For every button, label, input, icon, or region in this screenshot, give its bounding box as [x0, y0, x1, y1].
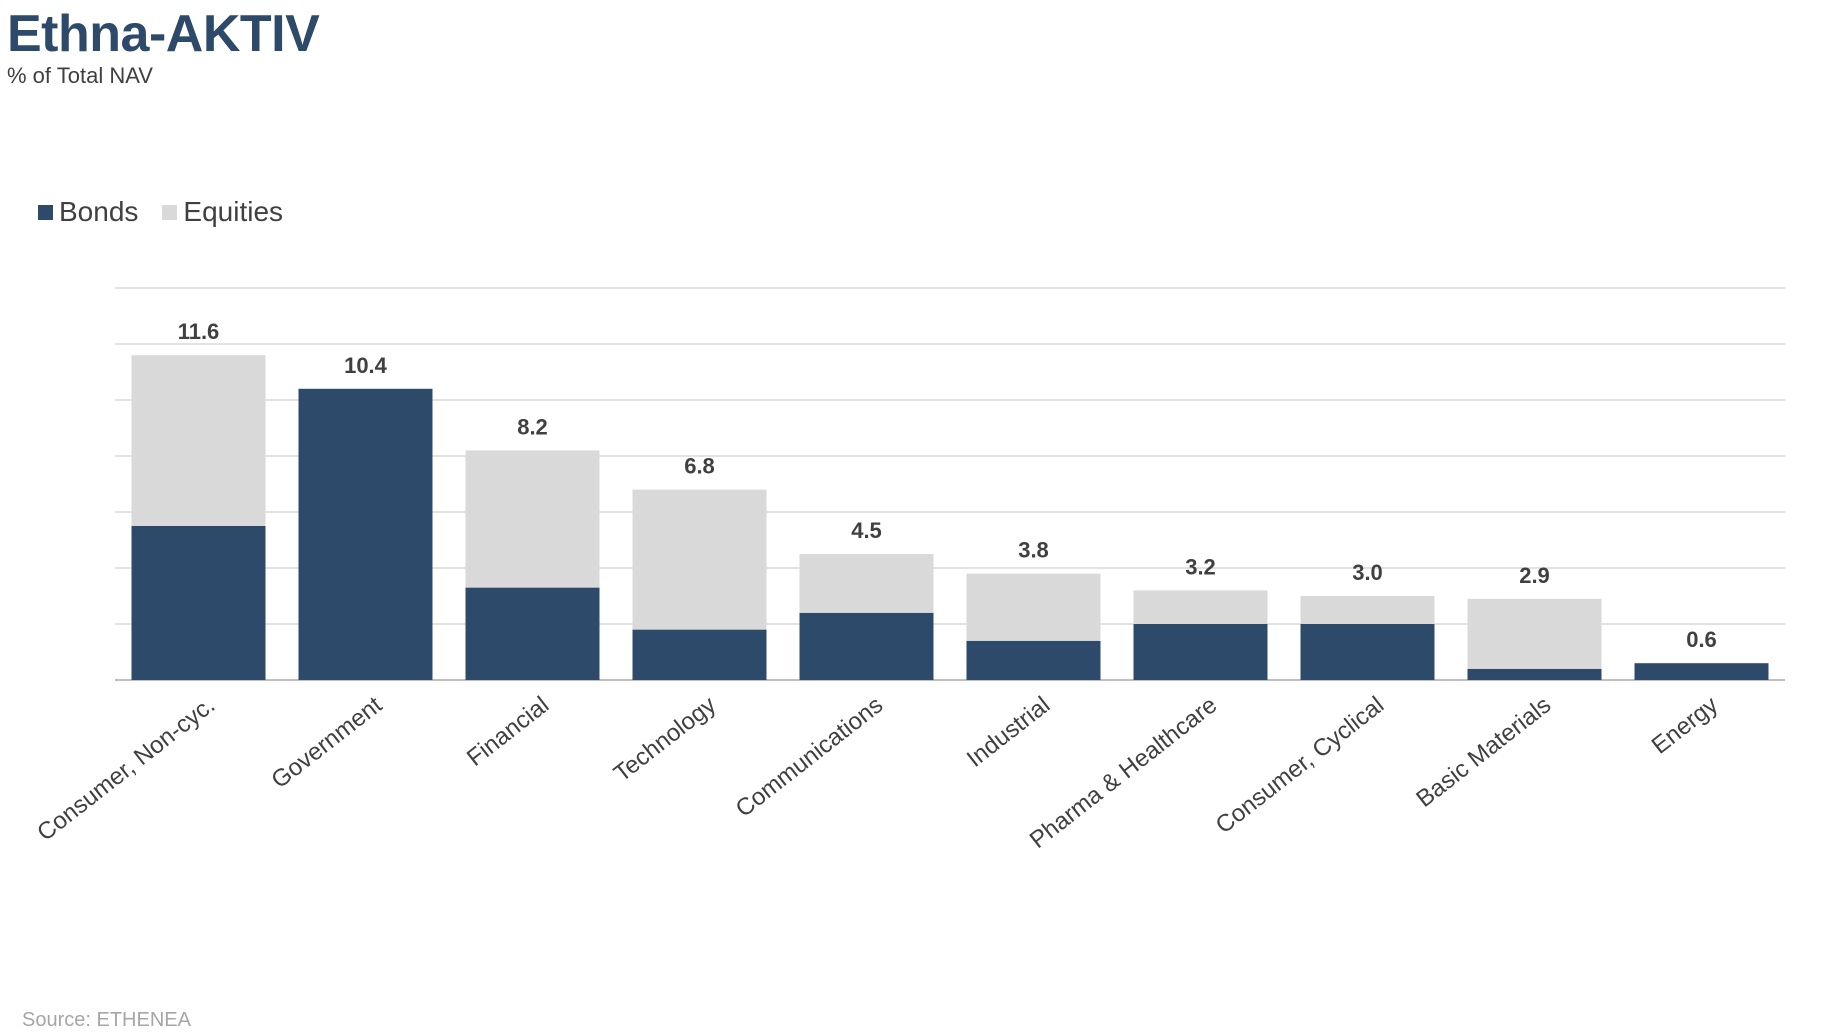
legend-swatch-equities — [162, 204, 178, 220]
data-label: 6.8 — [684, 454, 715, 479]
legend-item-equities: Equities — [162, 196, 283, 228]
bar-equities — [799, 554, 934, 613]
bar-bonds — [966, 640, 1101, 680]
page-title: Ethna-AKTIV — [7, 5, 320, 63]
bar-equities — [632, 489, 767, 630]
data-label: 3.0 — [1352, 560, 1383, 585]
legend: Bonds Equities — [38, 196, 307, 228]
bar-bonds — [632, 629, 767, 680]
category-label: Consumer, Non-cyc. — [32, 691, 220, 846]
bar-equities — [465, 450, 600, 588]
bars — [131, 355, 1769, 680]
bar-bonds — [465, 587, 600, 680]
legend-label-bonds: Bonds — [59, 196, 139, 227]
category-label: Government — [267, 691, 388, 794]
bar-bonds — [1300, 624, 1435, 680]
chart-subtitle: % of Total NAV — [7, 63, 153, 88]
legend-label-equities: Equities — [183, 196, 284, 227]
bar-equities — [1467, 598, 1602, 669]
bar-bonds — [131, 526, 266, 680]
category-label: Financial — [462, 691, 554, 771]
category-label: Communications — [731, 691, 888, 822]
category-label: Pharma & Healthcare — [1025, 691, 1222, 854]
data-label: 11.6 — [178, 319, 220, 344]
bar-equities — [1133, 590, 1268, 624]
category-label: Technology — [609, 691, 721, 787]
category-labels: Consumer, Non-cyc. Government Financial Tec… — [32, 691, 1723, 854]
bar-equities — [1300, 596, 1435, 624]
source-note: Source: ETHENEA — [22, 1009, 191, 1031]
bar-bonds — [1467, 668, 1602, 680]
data-label: 3.2 — [1185, 554, 1216, 579]
bar-bonds — [799, 612, 934, 680]
bar-equities — [131, 355, 266, 526]
data-label: 4.5 — [851, 518, 882, 543]
bar-bonds — [298, 388, 433, 680]
bar-bonds — [1634, 663, 1769, 680]
bar-bonds — [1133, 624, 1268, 680]
category-label: Energy — [1647, 691, 1724, 759]
legend-item-bonds: Bonds — [38, 196, 138, 228]
category-label: Consumer, Cyclical — [1211, 691, 1389, 839]
bar-equities — [966, 573, 1101, 641]
data-label: 3.8 — [1018, 538, 1049, 563]
data-labels: 11.6 10.4 8.2 6.8 4.5 3.8 3.2 3.0 2.9 0.6 — [178, 319, 1717, 652]
data-label: 8.2 — [517, 414, 548, 439]
category-label: Industrial — [962, 691, 1055, 772]
category-label: Basic Materials — [1411, 691, 1556, 812]
legend-swatch-bonds — [38, 204, 53, 220]
data-label: 10.4 — [344, 353, 388, 378]
data-label: 0.6 — [1686, 627, 1717, 652]
data-label: 2.9 — [1519, 563, 1550, 588]
